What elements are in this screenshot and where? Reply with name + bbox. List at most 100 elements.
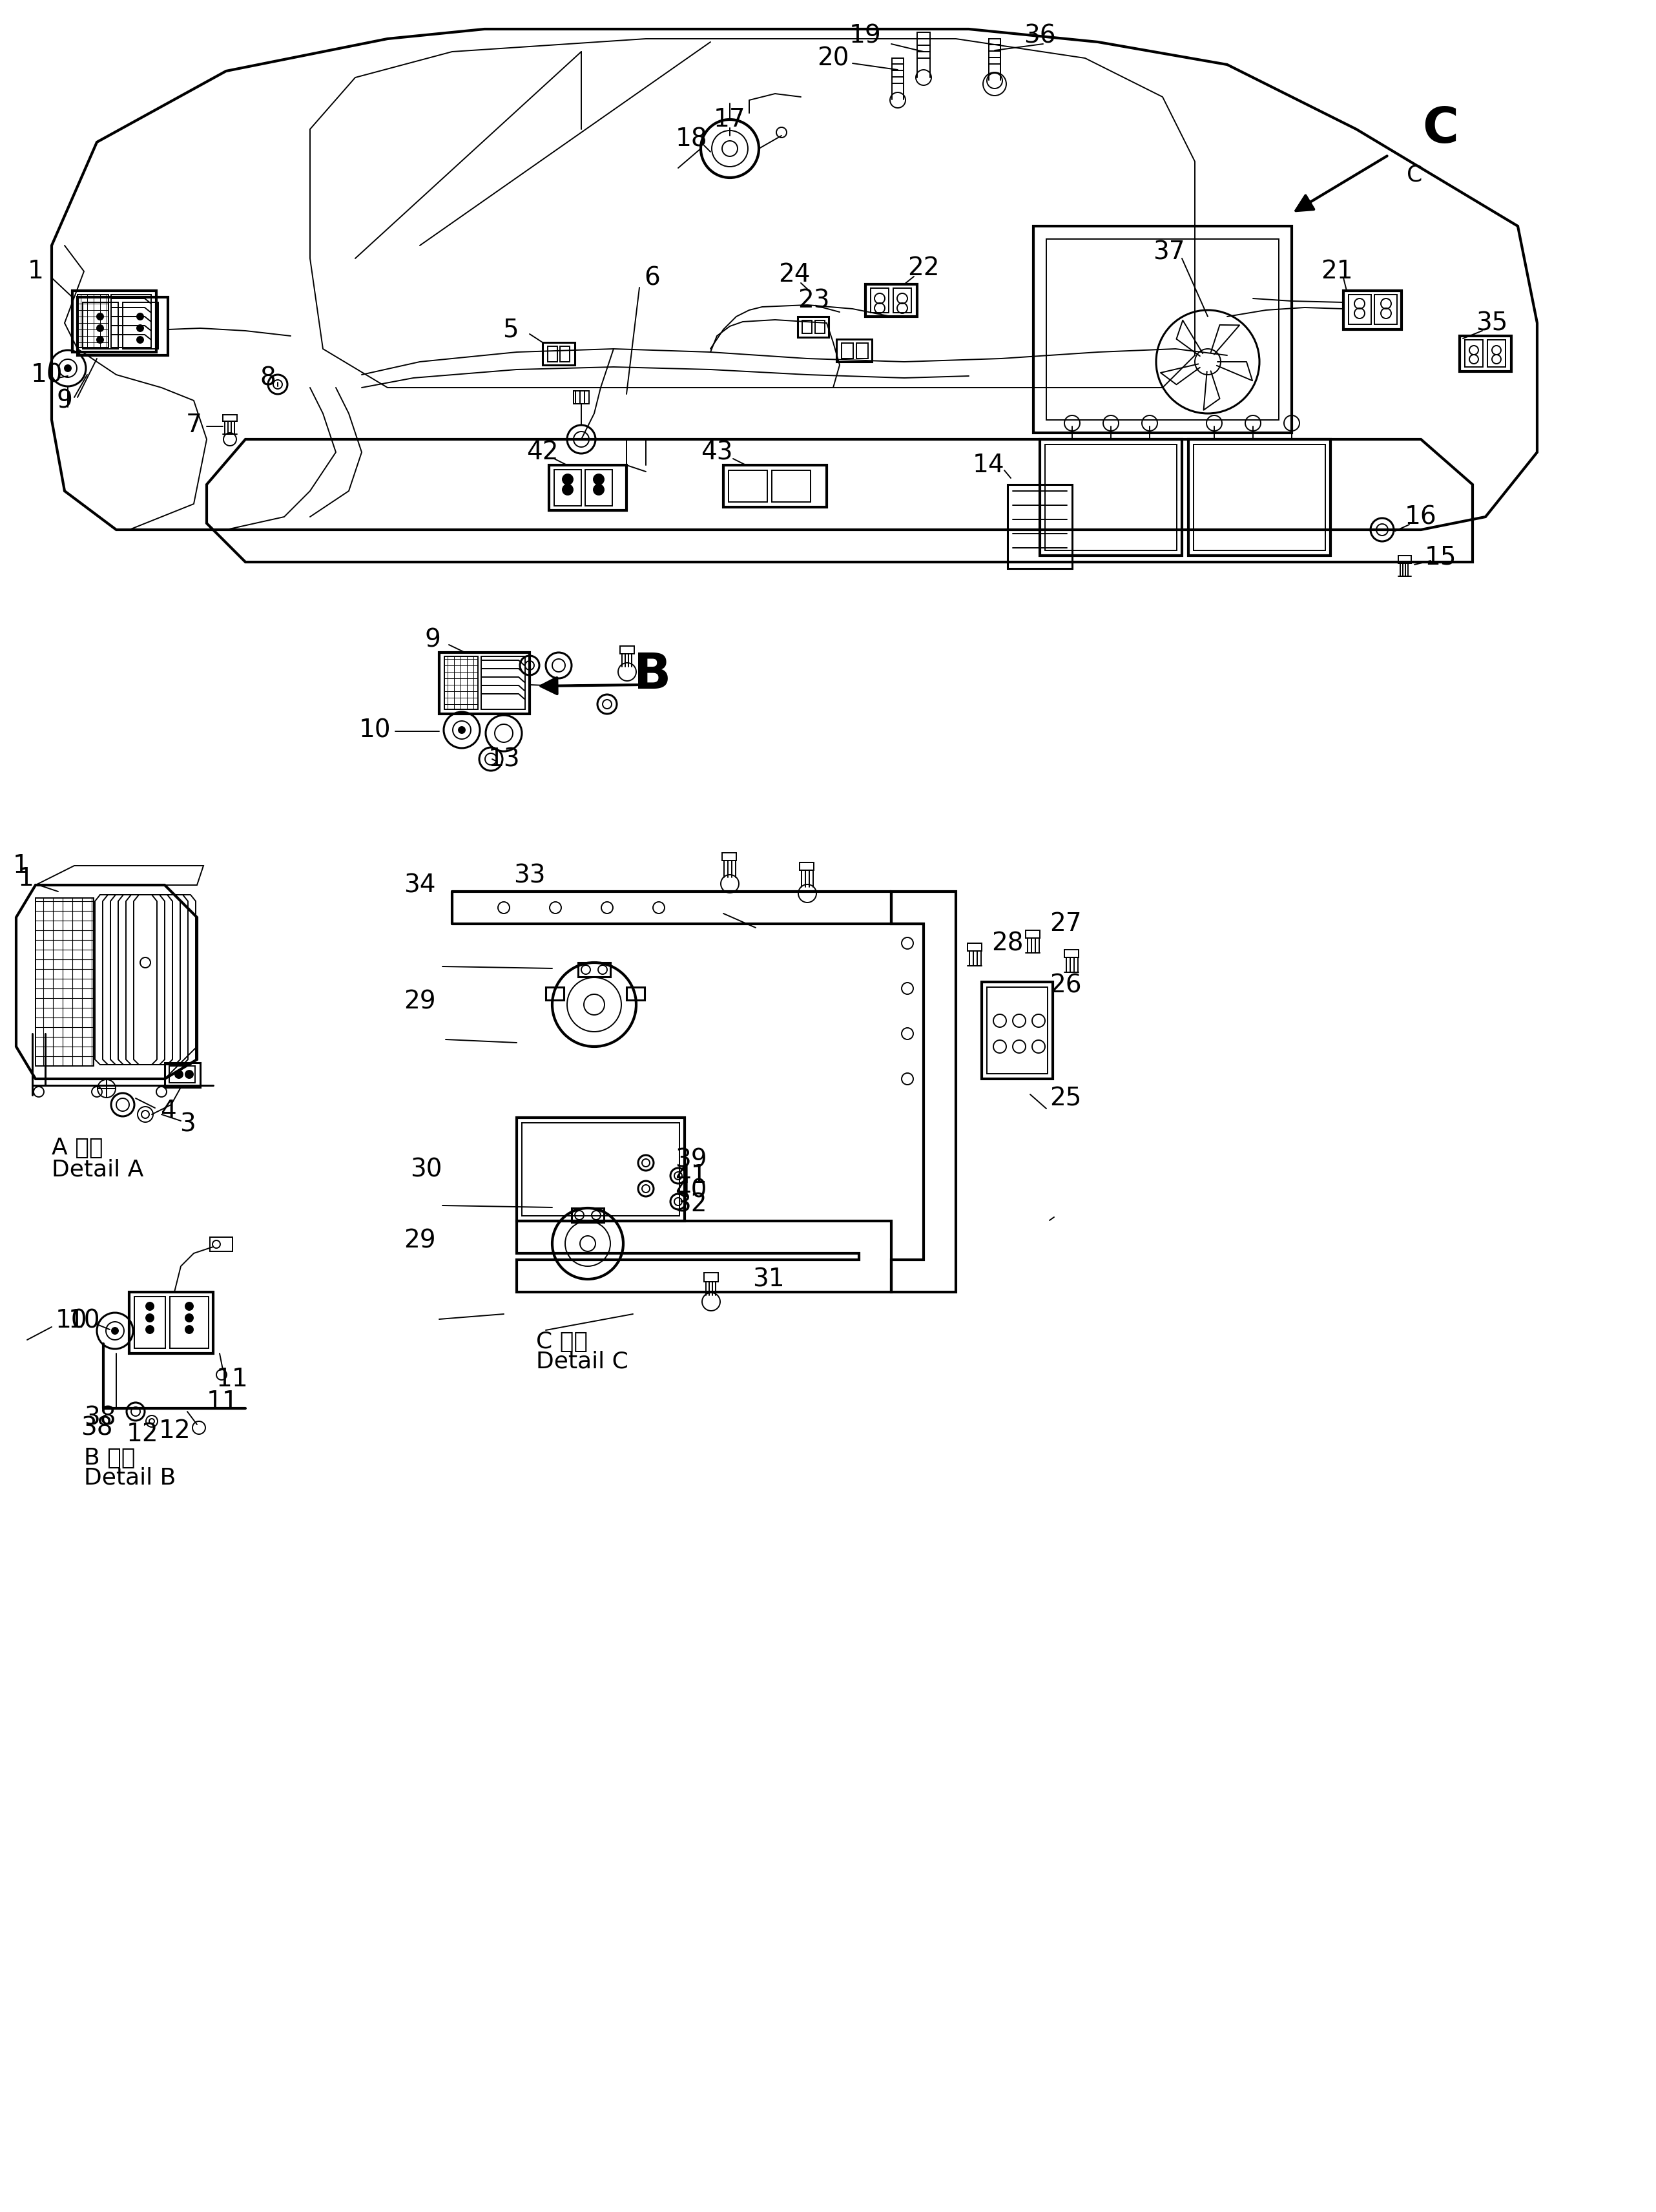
Text: 5: 5: [502, 316, 518, 341]
Text: 23: 23: [798, 288, 830, 312]
Bar: [800, 863, 813, 869]
Bar: [704, 1272, 719, 1281]
Text: 8: 8: [260, 365, 277, 389]
Text: 28: 28: [992, 931, 1023, 956]
Text: 35: 35: [1475, 310, 1509, 336]
Bar: [129, 1292, 214, 1354]
Text: 17: 17: [714, 106, 745, 133]
Circle shape: [137, 336, 144, 343]
Text: 12: 12: [159, 1418, 190, 1442]
Text: 41: 41: [676, 1164, 707, 1188]
Bar: [1065, 949, 1078, 958]
Bar: [802, 321, 811, 334]
Text: 39: 39: [676, 1148, 707, 1172]
Bar: [169, 1066, 195, 1082]
Bar: [73, 290, 156, 352]
Bar: [111, 294, 151, 347]
Text: B: B: [634, 650, 671, 699]
Text: 1: 1: [13, 854, 30, 878]
Text: 36: 36: [1023, 24, 1057, 49]
Bar: [798, 316, 828, 336]
Bar: [722, 854, 737, 860]
Text: 4: 4: [161, 1099, 176, 1124]
Text: 30: 30: [411, 1157, 442, 1181]
Text: 1: 1: [28, 259, 43, 283]
Bar: [1487, 341, 1505, 367]
Text: 24: 24: [778, 263, 810, 288]
Bar: [1374, 294, 1398, 325]
Bar: [724, 465, 826, 507]
Text: 25: 25: [1050, 1086, 1081, 1110]
Bar: [78, 296, 167, 356]
Bar: [619, 646, 634, 655]
Circle shape: [185, 1325, 194, 1334]
Text: 9: 9: [424, 628, 440, 653]
Text: 12: 12: [126, 1422, 157, 1447]
Text: Detail C: Detail C: [537, 1349, 628, 1371]
Bar: [482, 657, 525, 710]
Text: 19: 19: [850, 24, 881, 49]
Bar: [555, 469, 581, 507]
Bar: [1189, 440, 1330, 555]
Text: 18: 18: [676, 126, 707, 150]
Bar: [982, 982, 1053, 1079]
Bar: [1040, 440, 1182, 555]
Bar: [83, 303, 118, 349]
Circle shape: [593, 484, 604, 495]
Text: 11: 11: [217, 1367, 248, 1391]
Text: 38: 38: [84, 1407, 116, 1431]
Text: 3: 3: [179, 1113, 195, 1137]
Text: 42: 42: [527, 440, 558, 465]
Text: 37: 37: [1153, 239, 1186, 263]
Text: 20: 20: [816, 46, 850, 71]
Text: 10: 10: [68, 1310, 99, 1334]
Text: A 詳細: A 詳細: [51, 1137, 103, 1159]
Text: 10: 10: [55, 1310, 88, 1334]
Bar: [866, 285, 917, 316]
Bar: [836, 338, 873, 363]
Circle shape: [146, 1303, 154, 1310]
Text: 31: 31: [752, 1267, 785, 1292]
Circle shape: [98, 314, 103, 321]
Bar: [1343, 290, 1401, 330]
Bar: [967, 942, 982, 951]
Text: 27: 27: [1050, 911, 1081, 936]
Text: 21: 21: [1321, 259, 1353, 283]
Text: 9: 9: [56, 389, 73, 414]
Bar: [550, 465, 626, 511]
Bar: [123, 303, 159, 349]
Bar: [171, 1296, 209, 1349]
Bar: [439, 653, 530, 714]
Circle shape: [111, 1327, 118, 1334]
Bar: [1033, 226, 1292, 434]
Bar: [164, 1062, 200, 1088]
Text: 33: 33: [513, 863, 545, 887]
Text: C: C: [1423, 106, 1459, 153]
Circle shape: [137, 325, 144, 332]
Text: 26: 26: [1050, 973, 1081, 998]
Bar: [729, 471, 767, 502]
Text: 7: 7: [185, 414, 202, 438]
Bar: [987, 987, 1048, 1073]
Text: C: C: [1406, 164, 1423, 186]
Text: 38: 38: [81, 1416, 113, 1440]
Text: 40: 40: [676, 1177, 707, 1203]
Bar: [1047, 239, 1278, 420]
Bar: [548, 347, 558, 363]
Bar: [893, 288, 911, 312]
Bar: [772, 471, 810, 502]
Text: 29: 29: [404, 989, 436, 1013]
Bar: [989, 40, 1000, 44]
Bar: [78, 294, 109, 347]
Circle shape: [563, 484, 573, 495]
Bar: [893, 58, 904, 64]
Circle shape: [65, 365, 71, 372]
Circle shape: [98, 336, 103, 343]
Bar: [517, 1117, 684, 1221]
Bar: [134, 1296, 166, 1349]
Bar: [224, 416, 237, 420]
Circle shape: [185, 1303, 194, 1310]
Text: 14: 14: [972, 453, 1004, 478]
Text: Detail B: Detail B: [84, 1467, 176, 1489]
Bar: [571, 1208, 604, 1223]
